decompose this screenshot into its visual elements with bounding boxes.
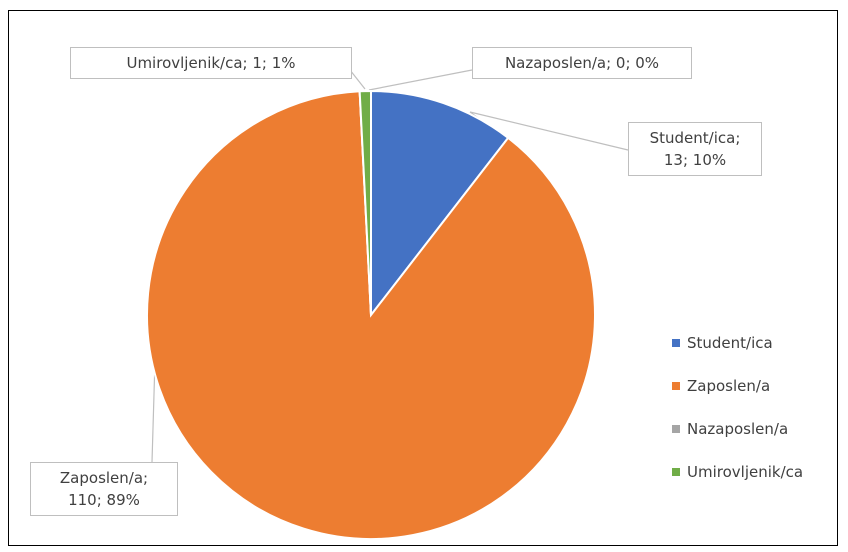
leader-line	[349, 69, 366, 90]
legend-item: Nazaposlen/a	[672, 419, 788, 439]
data-label: Zaposlen/a; 110; 89%	[30, 462, 178, 516]
legend-label: Zaposlen/a	[687, 377, 771, 395]
data-label: Nazaposlen/a; 0; 0%	[472, 47, 692, 79]
legend-item: Umirovljenik/ca	[672, 462, 803, 482]
legend-swatch	[672, 425, 680, 433]
legend-item: Student/ica	[672, 333, 773, 353]
data-label: Student/ica; 13; 10%	[628, 122, 762, 176]
pie-slice	[146, 90, 596, 540]
legend-item: Zaposlen/a	[672, 376, 770, 396]
pie-slice	[358, 89, 372, 316]
chart-frame	[8, 10, 838, 546]
legend-label: Nazaposlen/a	[687, 420, 789, 438]
legend-swatch	[672, 339, 680, 347]
legend-label: Umirovljenik/ca	[687, 463, 804, 481]
data-label: Umirovljenik/ca; 1; 1%	[70, 47, 352, 79]
legend-label: Student/ica	[687, 334, 773, 352]
pie-slice	[370, 89, 510, 318]
leader-line	[151, 359, 156, 463]
legend-swatch	[672, 468, 680, 476]
legend-swatch	[672, 382, 680, 390]
leader-line	[368, 69, 473, 91]
